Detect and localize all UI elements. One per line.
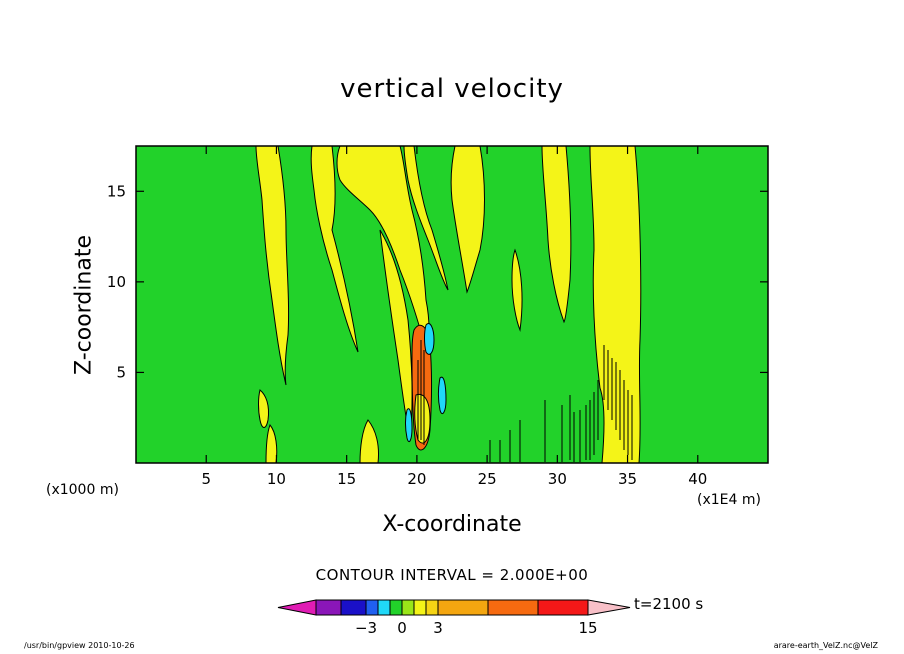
colorbar-segment: [487, 599, 539, 616]
colorbar-segment: [401, 599, 415, 616]
yellow-band-center: [336, 146, 430, 352]
colorbar-label: 3: [433, 619, 443, 637]
yellow-band-low-left: [265, 424, 278, 463]
time-label: t=2100 s: [634, 595, 703, 613]
y-tick-label: 10: [107, 273, 126, 291]
colorbar-segment: [377, 599, 391, 616]
colorbar-segment: [365, 599, 379, 616]
yellow-core-edge: [414, 393, 431, 444]
axis-ticks: 5 10 15 20 25 30 35 40 5 10 15: [107, 146, 768, 488]
colorbar-segment: [340, 599, 367, 616]
contour-interval-label: CONTOUR INTERVAL = 2.000E+00: [315, 566, 589, 584]
x-tick-label: 5: [201, 470, 211, 488]
yellow-band-left: [255, 146, 290, 386]
colorbar: −3 0 3 15 t=2100 s: [277, 595, 703, 637]
x-axis-label: X-coordinate: [382, 512, 522, 537]
yellow-band-lower-left: [258, 389, 269, 428]
footer-right: arare-earth_VelZ.nc@VelZ: [773, 641, 878, 650]
x-tick-label: 25: [478, 470, 497, 488]
colorbar-label: −3: [355, 619, 377, 637]
yellow-band-far-right: [589, 146, 642, 463]
colorbar-segment: [413, 599, 427, 616]
x-tick-label: 20: [407, 470, 426, 488]
yellow-band-low: [359, 419, 379, 463]
x-tick-label: 35: [618, 470, 637, 488]
small-streaks: [417, 340, 633, 462]
colorbar-segment: [537, 599, 589, 616]
chart-title: vertical velocity: [340, 74, 564, 104]
x-tick-label: 30: [548, 470, 567, 488]
x-unit-label: (x1000 m): [46, 482, 119, 498]
x-tick-label: 15: [337, 470, 356, 488]
y-tick-label: 5: [116, 363, 126, 381]
x-tick-label: 40: [688, 470, 707, 488]
x-scale-label: (x1E4 m): [697, 492, 761, 508]
colorbar-segment: [315, 599, 342, 616]
plot-frame: [135, 145, 769, 464]
footer-left: /usr/bin/gpview 2010-10-26: [24, 641, 135, 650]
colorbar-label: 0: [397, 619, 407, 637]
colorbar-segment: [389, 599, 403, 616]
cyan-downdraft-1: [424, 323, 435, 355]
colorbar-segment: [425, 599, 439, 616]
y-axis-label: Z-coordinate: [71, 235, 97, 375]
cyan-downdraft-2: [438, 376, 447, 415]
colorbar-label: 15: [578, 619, 597, 637]
yellow-band-mid-right: [450, 146, 485, 294]
yellow-band-left-center: [310, 146, 359, 353]
contour-field: [136, 146, 768, 463]
colorbar-segment: [437, 599, 489, 616]
colorbar-segment: [277, 599, 317, 616]
colorbar-segment: [587, 599, 631, 616]
yellow-band-right: [541, 146, 572, 324]
yellow-band-center-upper: [403, 146, 449, 291]
y-tick-label: 15: [107, 182, 126, 200]
cyan-downdraft-3: [405, 408, 413, 443]
x-tick-label: 10: [267, 470, 286, 488]
yellow-band-lower-mid: [511, 248, 523, 332]
